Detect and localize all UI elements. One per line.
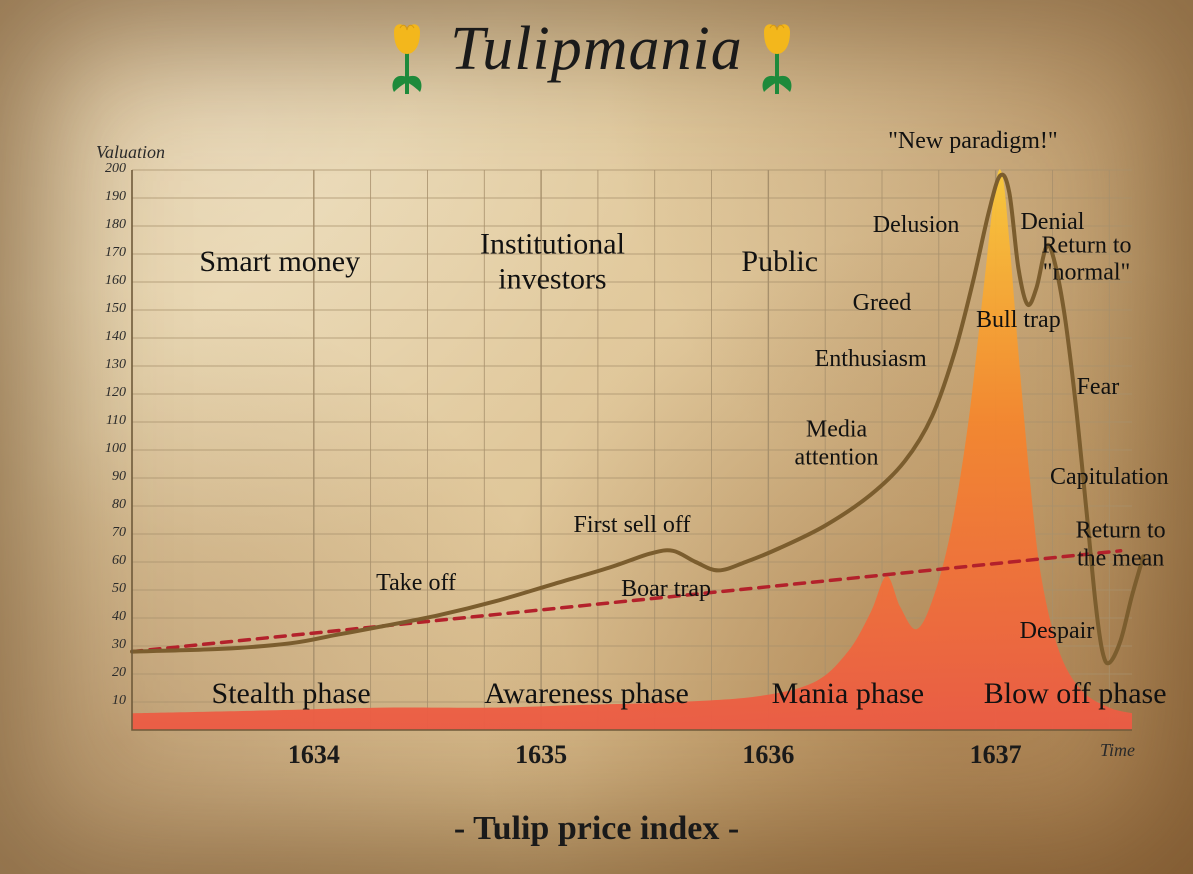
event-label: Boar trap bbox=[621, 576, 711, 604]
event-label: Media attention bbox=[795, 417, 879, 472]
y-tick: 40 bbox=[90, 609, 126, 625]
event-label: Return to the mean bbox=[1076, 518, 1166, 573]
y-tick: 10 bbox=[90, 693, 126, 709]
phase-label: Blow off phase bbox=[984, 676, 1167, 711]
x-tick: 1635 bbox=[515, 740, 567, 770]
x-tick: 1636 bbox=[742, 740, 794, 770]
event-label: Return to "normal" bbox=[1042, 232, 1132, 287]
y-tick: 110 bbox=[90, 413, 126, 429]
y-tick: 190 bbox=[90, 189, 126, 205]
y-tick: 100 bbox=[90, 441, 126, 457]
category-label: Institutional investors bbox=[480, 228, 625, 297]
y-tick: 200 bbox=[90, 161, 126, 177]
event-label: Enthusiasm bbox=[815, 347, 927, 375]
phase-label: Stealth phase bbox=[212, 676, 371, 711]
phase-label: Awareness phase bbox=[484, 676, 689, 711]
event-label: First sell off bbox=[574, 512, 691, 540]
y-tick: 80 bbox=[90, 497, 126, 513]
y-tick: 140 bbox=[90, 329, 126, 345]
y-tick: 170 bbox=[90, 245, 126, 261]
y-tick: 90 bbox=[90, 469, 126, 485]
event-label: "New paradigm!" bbox=[888, 128, 1058, 156]
event-label: Greed bbox=[853, 291, 912, 319]
event-label: Take off bbox=[376, 571, 456, 599]
y-tick: 120 bbox=[90, 385, 126, 401]
y-tick: 150 bbox=[90, 301, 126, 317]
x-tick: 1634 bbox=[288, 740, 340, 770]
phase-label: Mania phase bbox=[772, 676, 924, 711]
y-tick: 130 bbox=[90, 357, 126, 373]
y-tick: 160 bbox=[90, 273, 126, 289]
y-tick: 70 bbox=[90, 525, 126, 541]
category-label: Public bbox=[741, 245, 818, 280]
y-tick: 30 bbox=[90, 637, 126, 653]
event-label: Despair bbox=[1020, 618, 1095, 646]
x-tick: 1637 bbox=[970, 740, 1022, 770]
y-tick: 50 bbox=[90, 581, 126, 597]
y-tick: 60 bbox=[90, 553, 126, 569]
event-label: Fear bbox=[1077, 375, 1120, 403]
event-label: Bull trap bbox=[976, 307, 1061, 335]
category-label: Smart money bbox=[199, 245, 360, 280]
y-tick: 20 bbox=[90, 665, 126, 681]
event-label: Capitulation bbox=[1050, 464, 1169, 492]
event-label: Delusion bbox=[873, 212, 960, 240]
y-tick: 180 bbox=[90, 217, 126, 233]
